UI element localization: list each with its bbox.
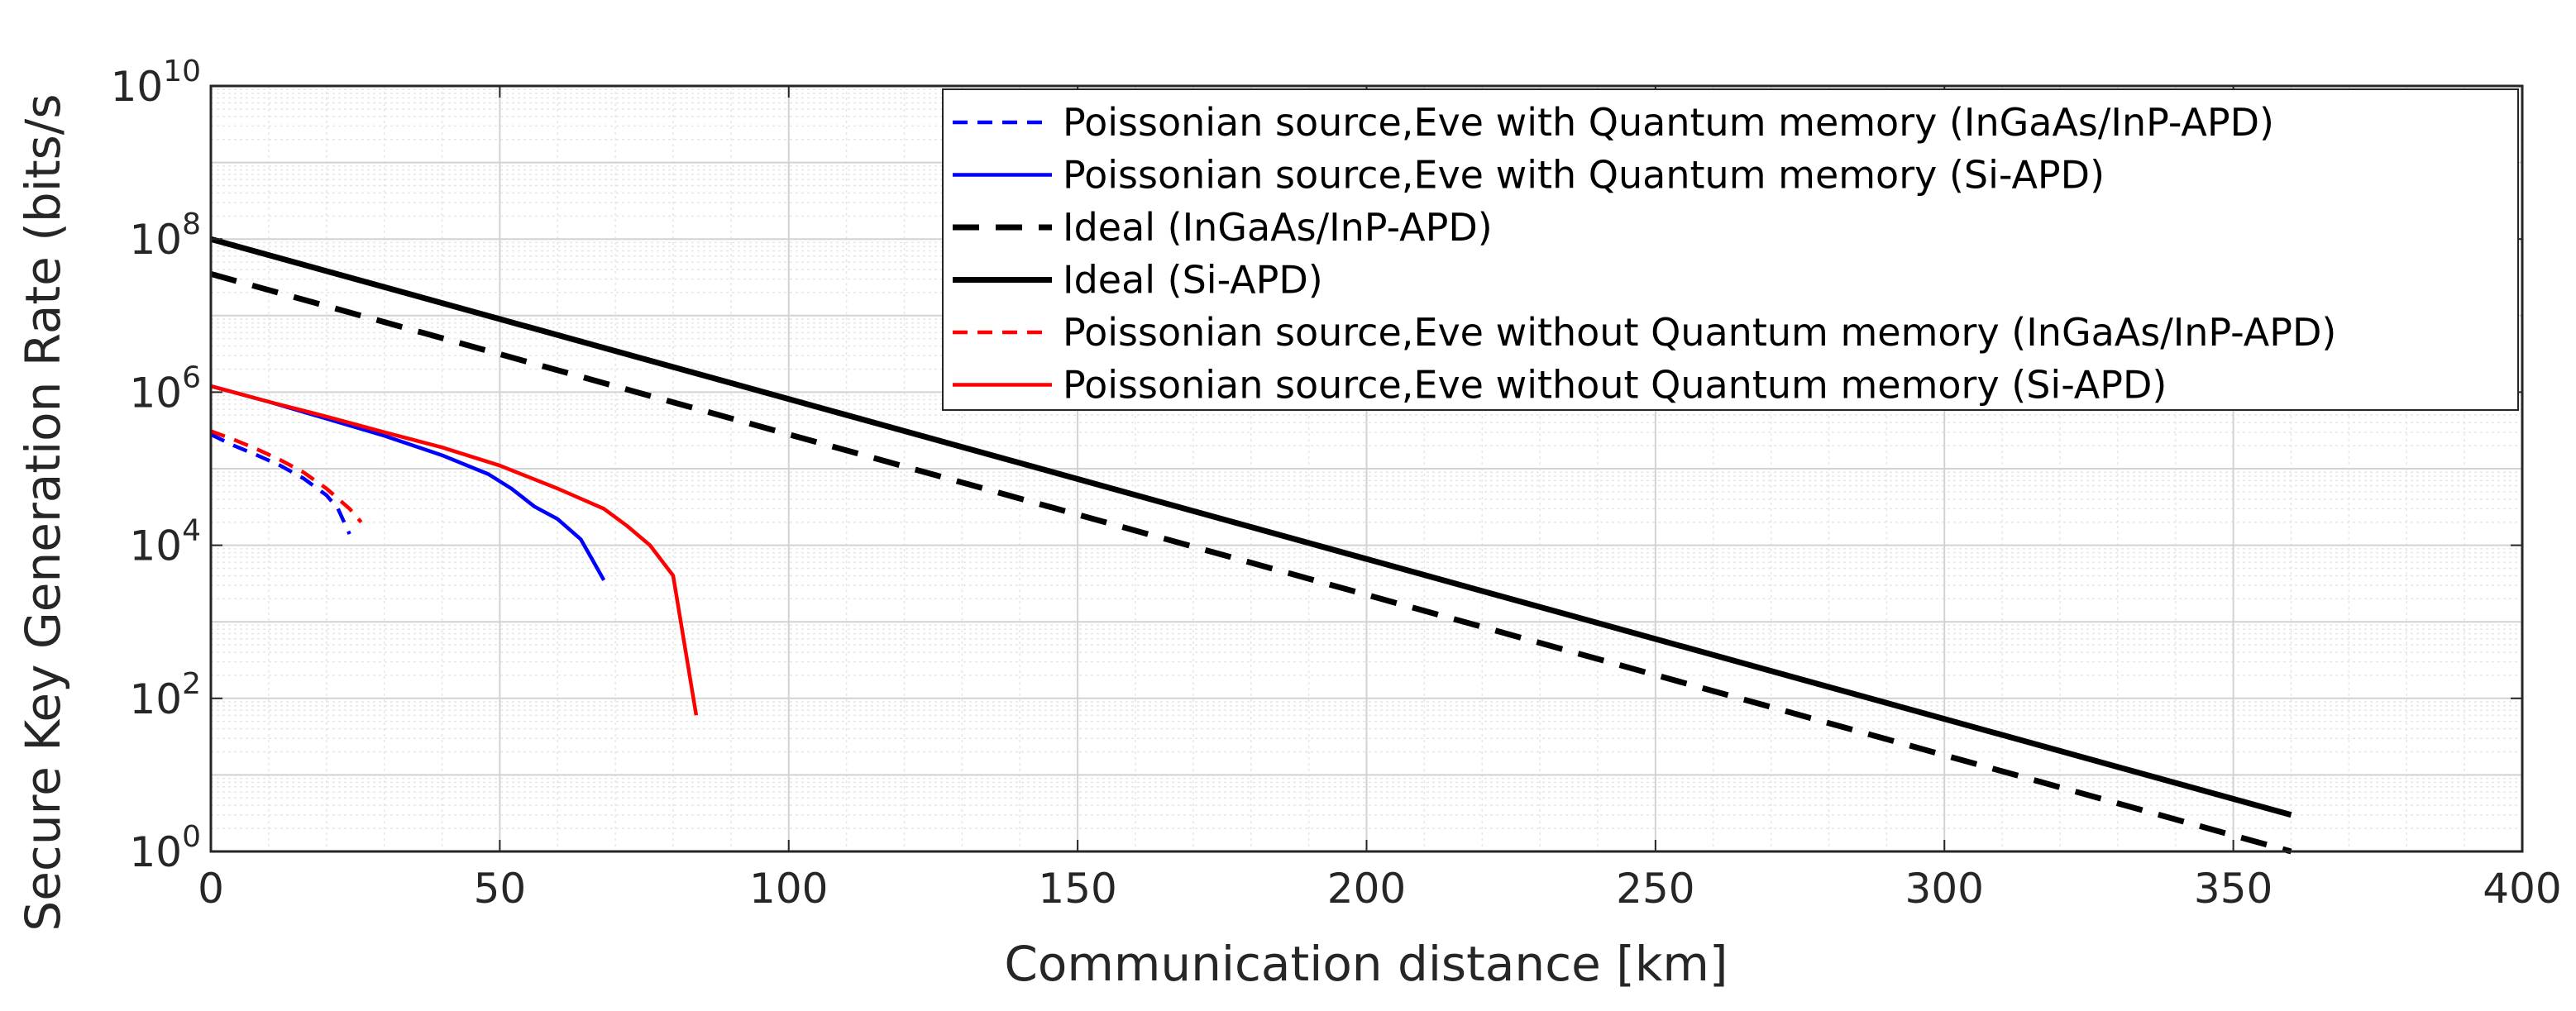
y-tick-label: 102 <box>129 667 201 723</box>
x-axis-title: Communication distance [km] <box>1004 936 1728 992</box>
x-tick-label: 50 <box>474 865 527 913</box>
x-tick-label: 150 <box>1038 865 1116 913</box>
x-tick-label: 350 <box>2194 865 2273 913</box>
y-tick-base: 10 <box>129 828 182 876</box>
y-tick-base: 10 <box>129 369 182 417</box>
y-tick-exponent: 4 <box>182 514 201 548</box>
series-line-6 <box>210 384 699 716</box>
x-tick-label: 400 <box>2483 865 2561 913</box>
legend-label-1: Poissonian source,Eve with Quantum memor… <box>1063 100 2274 145</box>
legend-box <box>942 88 2519 411</box>
legend-label-5: Poissonian source,Eve without Quantum me… <box>1063 310 2336 355</box>
y-tick-label: 100 <box>129 820 201 876</box>
x-ticks: 0 50 100 150 200 250 300 350 400 <box>198 86 2562 913</box>
y-tick-exponent: 0 <box>182 820 201 854</box>
y-axis-title: Secure Key Generation Rate (bits/s <box>15 93 71 931</box>
y-tick-base: 10 <box>129 675 182 723</box>
y-tick-exponent: 8 <box>182 207 201 241</box>
y-tick-exponent: 10 <box>163 55 201 88</box>
y-tick-base: 10 <box>111 63 164 111</box>
y-tick-label: 104 <box>129 514 201 570</box>
series-line-4 <box>210 236 2292 818</box>
y-tick-label: 1010 <box>111 55 201 111</box>
y-tick-exponent: 2 <box>182 667 201 701</box>
y-tick-label: 106 <box>129 360 201 417</box>
x-tick-label: 300 <box>1905 865 1984 913</box>
x-tick-label: 0 <box>198 865 224 913</box>
series-line-1 <box>210 432 351 536</box>
y-tick-base: 10 <box>129 522 182 570</box>
y-tick-exponent: 6 <box>182 360 201 394</box>
x-tick-label: 250 <box>1616 865 1694 913</box>
x-tick-label: 100 <box>749 865 828 913</box>
y-tick-base: 10 <box>129 216 182 264</box>
legend: Poissonian source,Eve with Quantum memor… <box>942 88 2519 411</box>
series-line-3 <box>210 271 2292 855</box>
legend-label-3: Ideal (InGaAs/InP-APD) <box>1063 205 1493 250</box>
legend-label-4: Ideal (Si-APD) <box>1063 258 1323 303</box>
series-line-5 <box>210 429 363 524</box>
y-tick-label: 108 <box>129 207 201 264</box>
series-layer <box>210 236 2292 855</box>
x-tick-label: 200 <box>1327 865 1406 913</box>
legend-label-2: Poissonian source,Eve with Quantum memor… <box>1063 153 2105 198</box>
legend-label-6: Poissonian source,Eve without Quantum me… <box>1063 363 2167 408</box>
